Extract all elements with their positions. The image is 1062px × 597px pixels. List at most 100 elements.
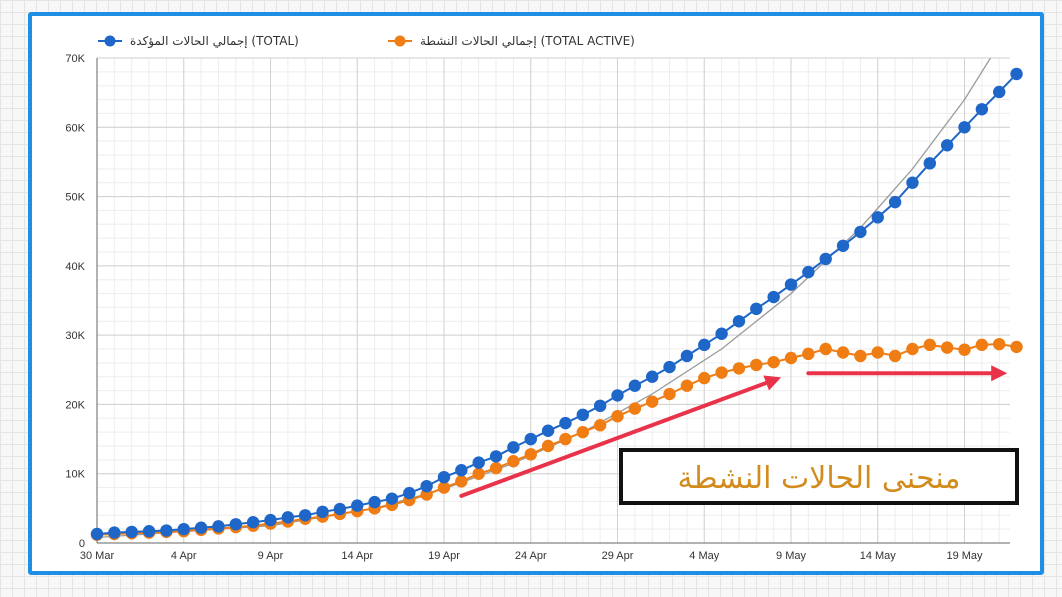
data-point-total	[871, 211, 884, 224]
data-point-active	[732, 362, 746, 375]
data-point-total	[576, 408, 589, 422]
data-point-active	[819, 342, 832, 356]
data-point-active	[698, 371, 711, 385]
data-point-total	[663, 360, 676, 374]
data-point-total	[732, 315, 746, 328]
legend-marker-active	[394, 35, 406, 47]
x-tick-label: 24 Apr	[515, 550, 547, 562]
data-point-active	[906, 342, 919, 356]
x-tick-label: 9 Apr	[258, 550, 284, 562]
y-tick-label: 40K	[65, 261, 85, 273]
data-point-total	[836, 239, 850, 252]
data-point-active	[784, 351, 798, 365]
data-point-active	[1010, 340, 1023, 354]
data-point-total	[680, 349, 694, 363]
data-point-total	[229, 518, 242, 531]
data-point-total	[90, 527, 104, 541]
data-point-total	[437, 470, 451, 484]
data-point-total	[559, 416, 572, 430]
data-point-total	[819, 252, 832, 266]
y-tick-label: 10K	[65, 469, 85, 481]
data-point-active	[524, 448, 537, 461]
data-point-total	[975, 103, 989, 116]
y-tick-label: 50K	[65, 192, 85, 204]
data-point-total	[958, 121, 971, 134]
data-point-total	[194, 521, 208, 534]
data-point-active	[975, 338, 989, 352]
data-point-total	[784, 278, 798, 291]
data-point-total	[715, 327, 728, 340]
data-point-active	[455, 475, 468, 488]
data-point-active	[646, 395, 659, 408]
data-point-total	[160, 524, 173, 537]
data-point-active	[663, 387, 676, 401]
data-point-total	[281, 511, 295, 524]
data-point-total	[993, 85, 1006, 99]
data-point-total	[940, 139, 954, 152]
x-tick-label: 19 May	[946, 550, 983, 562]
data-point-total	[455, 464, 468, 477]
data-point-total	[802, 265, 815, 279]
data-point-total	[142, 525, 156, 538]
data-point-total	[698, 338, 711, 352]
data-point-active	[541, 439, 555, 453]
data-point-active	[958, 343, 971, 356]
legend-marker-total	[104, 35, 116, 47]
y-tick-label: 0	[79, 538, 85, 550]
data-point-total	[420, 479, 433, 493]
data-point-total	[385, 492, 399, 505]
data-point-active	[854, 349, 867, 363]
data-point-active	[611, 410, 624, 423]
data-point-active	[802, 347, 815, 361]
data-point-total	[125, 525, 138, 539]
data-point-total	[854, 225, 867, 239]
data-point-total	[472, 456, 485, 469]
annotation-box	[619, 448, 1019, 505]
x-tick-label: 4 Apr	[171, 550, 197, 562]
data-point-total	[316, 505, 329, 519]
data-point-total	[1010, 67, 1023, 81]
annotation-box-text: منحنى الحالات النشطة	[678, 461, 961, 496]
data-point-active	[940, 341, 954, 354]
data-point-active	[923, 338, 936, 352]
data-point-total	[212, 520, 225, 533]
x-tick-label: 14 May	[860, 550, 897, 562]
data-point-total	[108, 526, 121, 539]
data-point-total	[888, 195, 902, 209]
data-point-total	[177, 522, 190, 536]
data-point-active	[559, 432, 572, 446]
data-point-active	[888, 349, 902, 363]
data-point-active	[680, 379, 694, 392]
y-tick-label: 60K	[65, 122, 85, 134]
x-tick-label: 9 May	[776, 550, 806, 562]
x-tick-label: 19 Apr	[428, 550, 460, 562]
y-tick-label: 70K	[65, 53, 85, 65]
data-point-total	[611, 389, 624, 402]
data-point-total	[489, 450, 503, 463]
data-point-total	[246, 516, 260, 529]
y-tick-label: 30K	[65, 330, 85, 342]
legend-label-total: إجمالي الحالات المؤكدة (TOTAL)	[130, 34, 299, 49]
data-point-total	[541, 424, 555, 437]
data-point-active	[576, 425, 589, 439]
annotation-arrow	[459, 375, 782, 498]
x-tick-label: 4 May	[689, 550, 719, 562]
data-point-total	[264, 513, 277, 527]
data-point-total	[524, 432, 537, 446]
data-point-active	[836, 346, 850, 359]
data-point-active	[993, 337, 1006, 351]
data-point-total	[403, 486, 416, 500]
data-point-active	[593, 419, 607, 432]
data-point-active	[767, 355, 780, 369]
data-point-total	[767, 290, 780, 304]
data-point-active	[750, 358, 763, 372]
x-tick-label: 14 Apr	[341, 550, 373, 562]
data-point-total	[368, 495, 381, 509]
data-point-active	[871, 346, 884, 359]
data-point-total	[628, 379, 642, 392]
data-point-active	[472, 467, 485, 480]
data-point-total	[750, 302, 763, 316]
x-tick-label: 29 Apr	[602, 550, 634, 562]
legend-label-active: إجمالي الحالات النشطة (TOTAL ACTIVE)	[420, 34, 635, 48]
